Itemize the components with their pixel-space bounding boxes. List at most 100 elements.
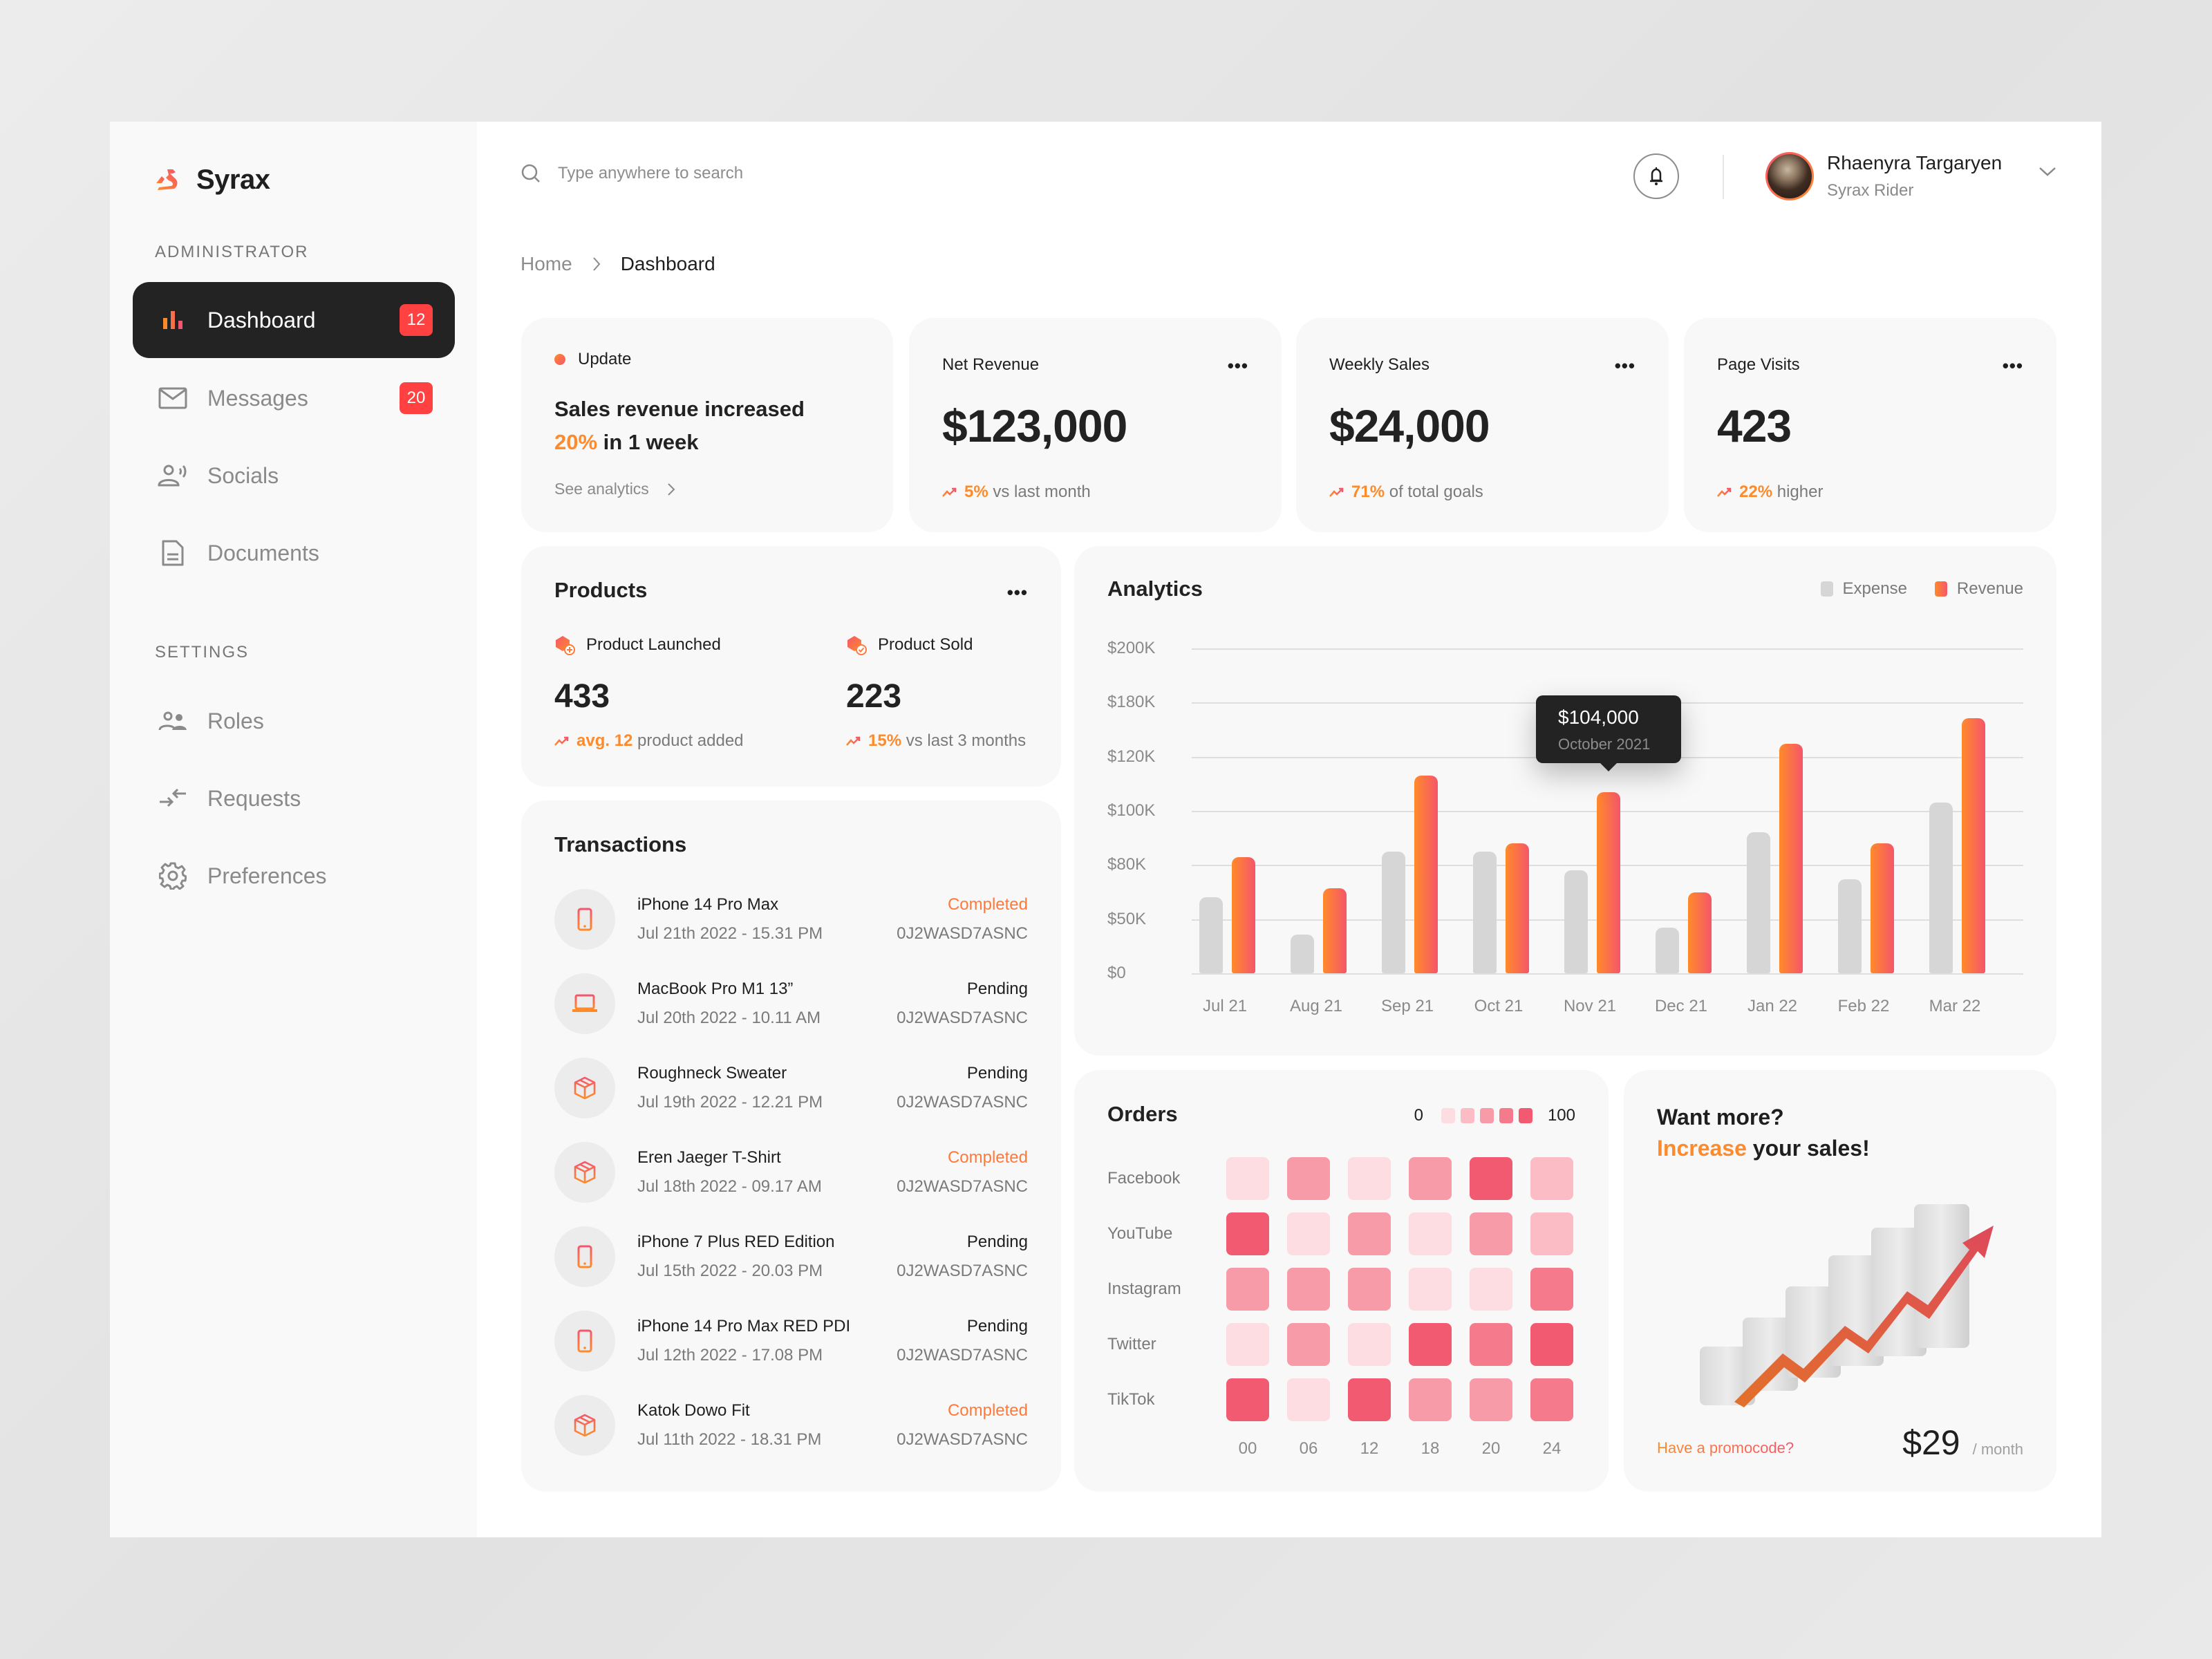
heatmap-cell[interactable] bbox=[1287, 1268, 1330, 1311]
heatmap-cell[interactable] bbox=[1470, 1378, 1512, 1421]
bar-revenue[interactable] bbox=[1688, 892, 1712, 973]
transaction-id: 0J2WASD7ASNC bbox=[897, 1430, 1028, 1449]
promocode-link[interactable]: Have a promocode? bbox=[1657, 1439, 1794, 1456]
transaction-date: Jul 11th 2022 - 18.31 PM bbox=[637, 1430, 822, 1449]
bar-expense[interactable] bbox=[1473, 851, 1497, 973]
heatmap-cell[interactable] bbox=[1226, 1378, 1269, 1421]
more-options-button[interactable]: ••• bbox=[1006, 582, 1028, 603]
transaction-row[interactable]: MacBook Pro M1 13” Jul 20th 2022 - 10.11 … bbox=[554, 969, 1028, 1038]
transaction-row[interactable]: iPhone 7 Plus RED Edition Jul 15th 2022 -… bbox=[554, 1222, 1028, 1291]
trend-highlight: 71% bbox=[1351, 482, 1385, 501]
heatmap-cell[interactable] bbox=[1530, 1212, 1573, 1255]
card-title: Transactions bbox=[554, 832, 687, 856]
x-axis-tick: Feb 22 bbox=[1837, 997, 1890, 1015]
bar-revenue[interactable] bbox=[1414, 776, 1438, 973]
heatmap-cell[interactable] bbox=[1348, 1212, 1391, 1255]
bar-revenue[interactable] bbox=[1506, 843, 1529, 973]
heatmap-cell[interactable] bbox=[1348, 1378, 1391, 1421]
heatmap-cell[interactable] bbox=[1287, 1157, 1330, 1200]
stat-title: Page Visits bbox=[1717, 355, 1800, 374]
heatmap-cell[interactable] bbox=[1530, 1378, 1573, 1421]
bar-revenue[interactable] bbox=[1871, 843, 1894, 973]
search-bar[interactable] bbox=[521, 163, 1042, 184]
legend-swatch bbox=[1820, 581, 1833, 597]
heatmap-cell[interactable] bbox=[1226, 1323, 1269, 1366]
sidebar-item-roles[interactable]: Roles bbox=[133, 683, 455, 759]
notifications-button[interactable] bbox=[1633, 153, 1679, 199]
sidebar-item-documents[interactable]: Documents bbox=[133, 515, 455, 591]
bar-revenue[interactable] bbox=[1597, 791, 1620, 973]
heatmap-row-label: YouTube bbox=[1107, 1224, 1173, 1243]
heatmap-cell[interactable] bbox=[1226, 1212, 1269, 1255]
legend-item-expense[interactable]: Expense bbox=[1820, 579, 1907, 599]
bar-expense[interactable] bbox=[1838, 879, 1862, 973]
heatmap-cell[interactable] bbox=[1348, 1323, 1391, 1366]
sidebar-item-label: Socials bbox=[207, 462, 279, 488]
legend-swatch bbox=[1934, 581, 1947, 597]
bar-expense[interactable] bbox=[1564, 870, 1588, 973]
sidebar-item-messages[interactable]: Messages 20 bbox=[133, 360, 455, 436]
heatmap-cell[interactable] bbox=[1409, 1378, 1452, 1421]
more-options-button[interactable]: ••• bbox=[1227, 355, 1248, 376]
bar-expense[interactable] bbox=[1199, 897, 1223, 973]
bar-expense[interactable] bbox=[1929, 803, 1953, 973]
transaction-row[interactable]: iPhone 14 Pro Max RED PDI Jul 12th 2022 -… bbox=[554, 1306, 1028, 1376]
see-analytics-link[interactable]: See analytics bbox=[554, 480, 675, 498]
heatmap-cell[interactable] bbox=[1287, 1212, 1330, 1255]
heatmap-cell[interactable] bbox=[1409, 1268, 1452, 1311]
trend-up-icon bbox=[554, 736, 569, 746]
legend-item-revenue[interactable]: Revenue bbox=[1934, 579, 2023, 599]
heatmap-cell[interactable] bbox=[1409, 1157, 1452, 1200]
more-options-button[interactable]: ••• bbox=[1614, 355, 1635, 376]
heatmap-cell[interactable] bbox=[1226, 1157, 1269, 1200]
heatmap-cell[interactable] bbox=[1348, 1157, 1391, 1200]
promo-card: Want more? Increase your sales! Have a p… bbox=[1624, 1070, 2056, 1492]
brand-logo[interactable]: Syrax bbox=[155, 165, 270, 196]
user-name[interactable]: Rhaenyra Targaryen bbox=[1827, 152, 2003, 174]
transaction-row[interactable]: iPhone 14 Pro Max Jul 21th 2022 - 15.31 P… bbox=[554, 885, 1028, 954]
legend-swatch bbox=[1460, 1108, 1474, 1123]
y-axis-tick: $180K bbox=[1107, 693, 1156, 712]
sidebar-item-socials[interactable]: Socials bbox=[133, 438, 455, 514]
bar-expense[interactable] bbox=[1291, 934, 1314, 973]
x-axis-tick: Jul 21 bbox=[1202, 997, 1248, 1015]
heatmap-cell[interactable] bbox=[1287, 1378, 1330, 1421]
sidebar-item-dashboard[interactable]: Dashboard 12 bbox=[133, 282, 455, 358]
heatmap-cell[interactable] bbox=[1409, 1323, 1452, 1366]
bar-revenue[interactable] bbox=[1962, 718, 1985, 973]
heatmap-cell[interactable] bbox=[1530, 1268, 1573, 1311]
breadcrumb-home[interactable]: Home bbox=[521, 253, 572, 274]
bar-revenue[interactable] bbox=[1323, 888, 1347, 973]
heatmap-cell[interactable] bbox=[1470, 1157, 1512, 1200]
user-menu-toggle[interactable] bbox=[2038, 166, 2056, 180]
transaction-row[interactable]: Katok Dowo Fit Jul 11th 2022 - 18.31 PM Co… bbox=[554, 1391, 1028, 1460]
heatmap-cell[interactable] bbox=[1470, 1323, 1512, 1366]
bar-expense[interactable] bbox=[1656, 928, 1679, 973]
heatmap-cell[interactable] bbox=[1226, 1268, 1269, 1311]
update-line1: Sales revenue increased bbox=[554, 397, 805, 421]
heatmap-cell[interactable] bbox=[1287, 1323, 1330, 1366]
transaction-row[interactable]: Eren Jaeger T-Shirt Jul 18th 2022 - 09.17… bbox=[554, 1138, 1028, 1207]
legend-label: Expense bbox=[1842, 579, 1907, 598]
heatmap-cell[interactable] bbox=[1470, 1268, 1512, 1311]
heatmap-cell[interactable] bbox=[1348, 1268, 1391, 1311]
bar-expense[interactable] bbox=[1382, 851, 1405, 973]
transaction-row[interactable]: Roughneck Sweater Jul 19th 2022 - 12.21 P… bbox=[554, 1053, 1028, 1123]
legend-max: 100 bbox=[1547, 1106, 1575, 1125]
transaction-date: Jul 12th 2022 - 17.08 PM bbox=[637, 1346, 823, 1365]
y-axis-tick: $120K bbox=[1107, 747, 1156, 766]
bar-revenue[interactable] bbox=[1779, 744, 1803, 973]
sidebar-item-preferences[interactable]: Preferences bbox=[133, 838, 455, 914]
search-input[interactable] bbox=[558, 164, 1042, 183]
bar-expense[interactable] bbox=[1747, 832, 1770, 973]
sidebar-item-requests[interactable]: Requests bbox=[133, 760, 455, 836]
bar-revenue[interactable] bbox=[1232, 856, 1255, 973]
heatmap-cell[interactable] bbox=[1409, 1212, 1452, 1255]
search-icon bbox=[521, 164, 540, 182]
transaction-name: Eren Jaeger T-Shirt bbox=[637, 1148, 781, 1167]
heatmap-cell[interactable] bbox=[1470, 1212, 1512, 1255]
more-options-button[interactable]: ••• bbox=[2002, 355, 2023, 376]
avatar[interactable] bbox=[1765, 152, 1814, 200]
heatmap-cell[interactable] bbox=[1530, 1323, 1573, 1366]
heatmap-cell[interactable] bbox=[1530, 1157, 1573, 1200]
